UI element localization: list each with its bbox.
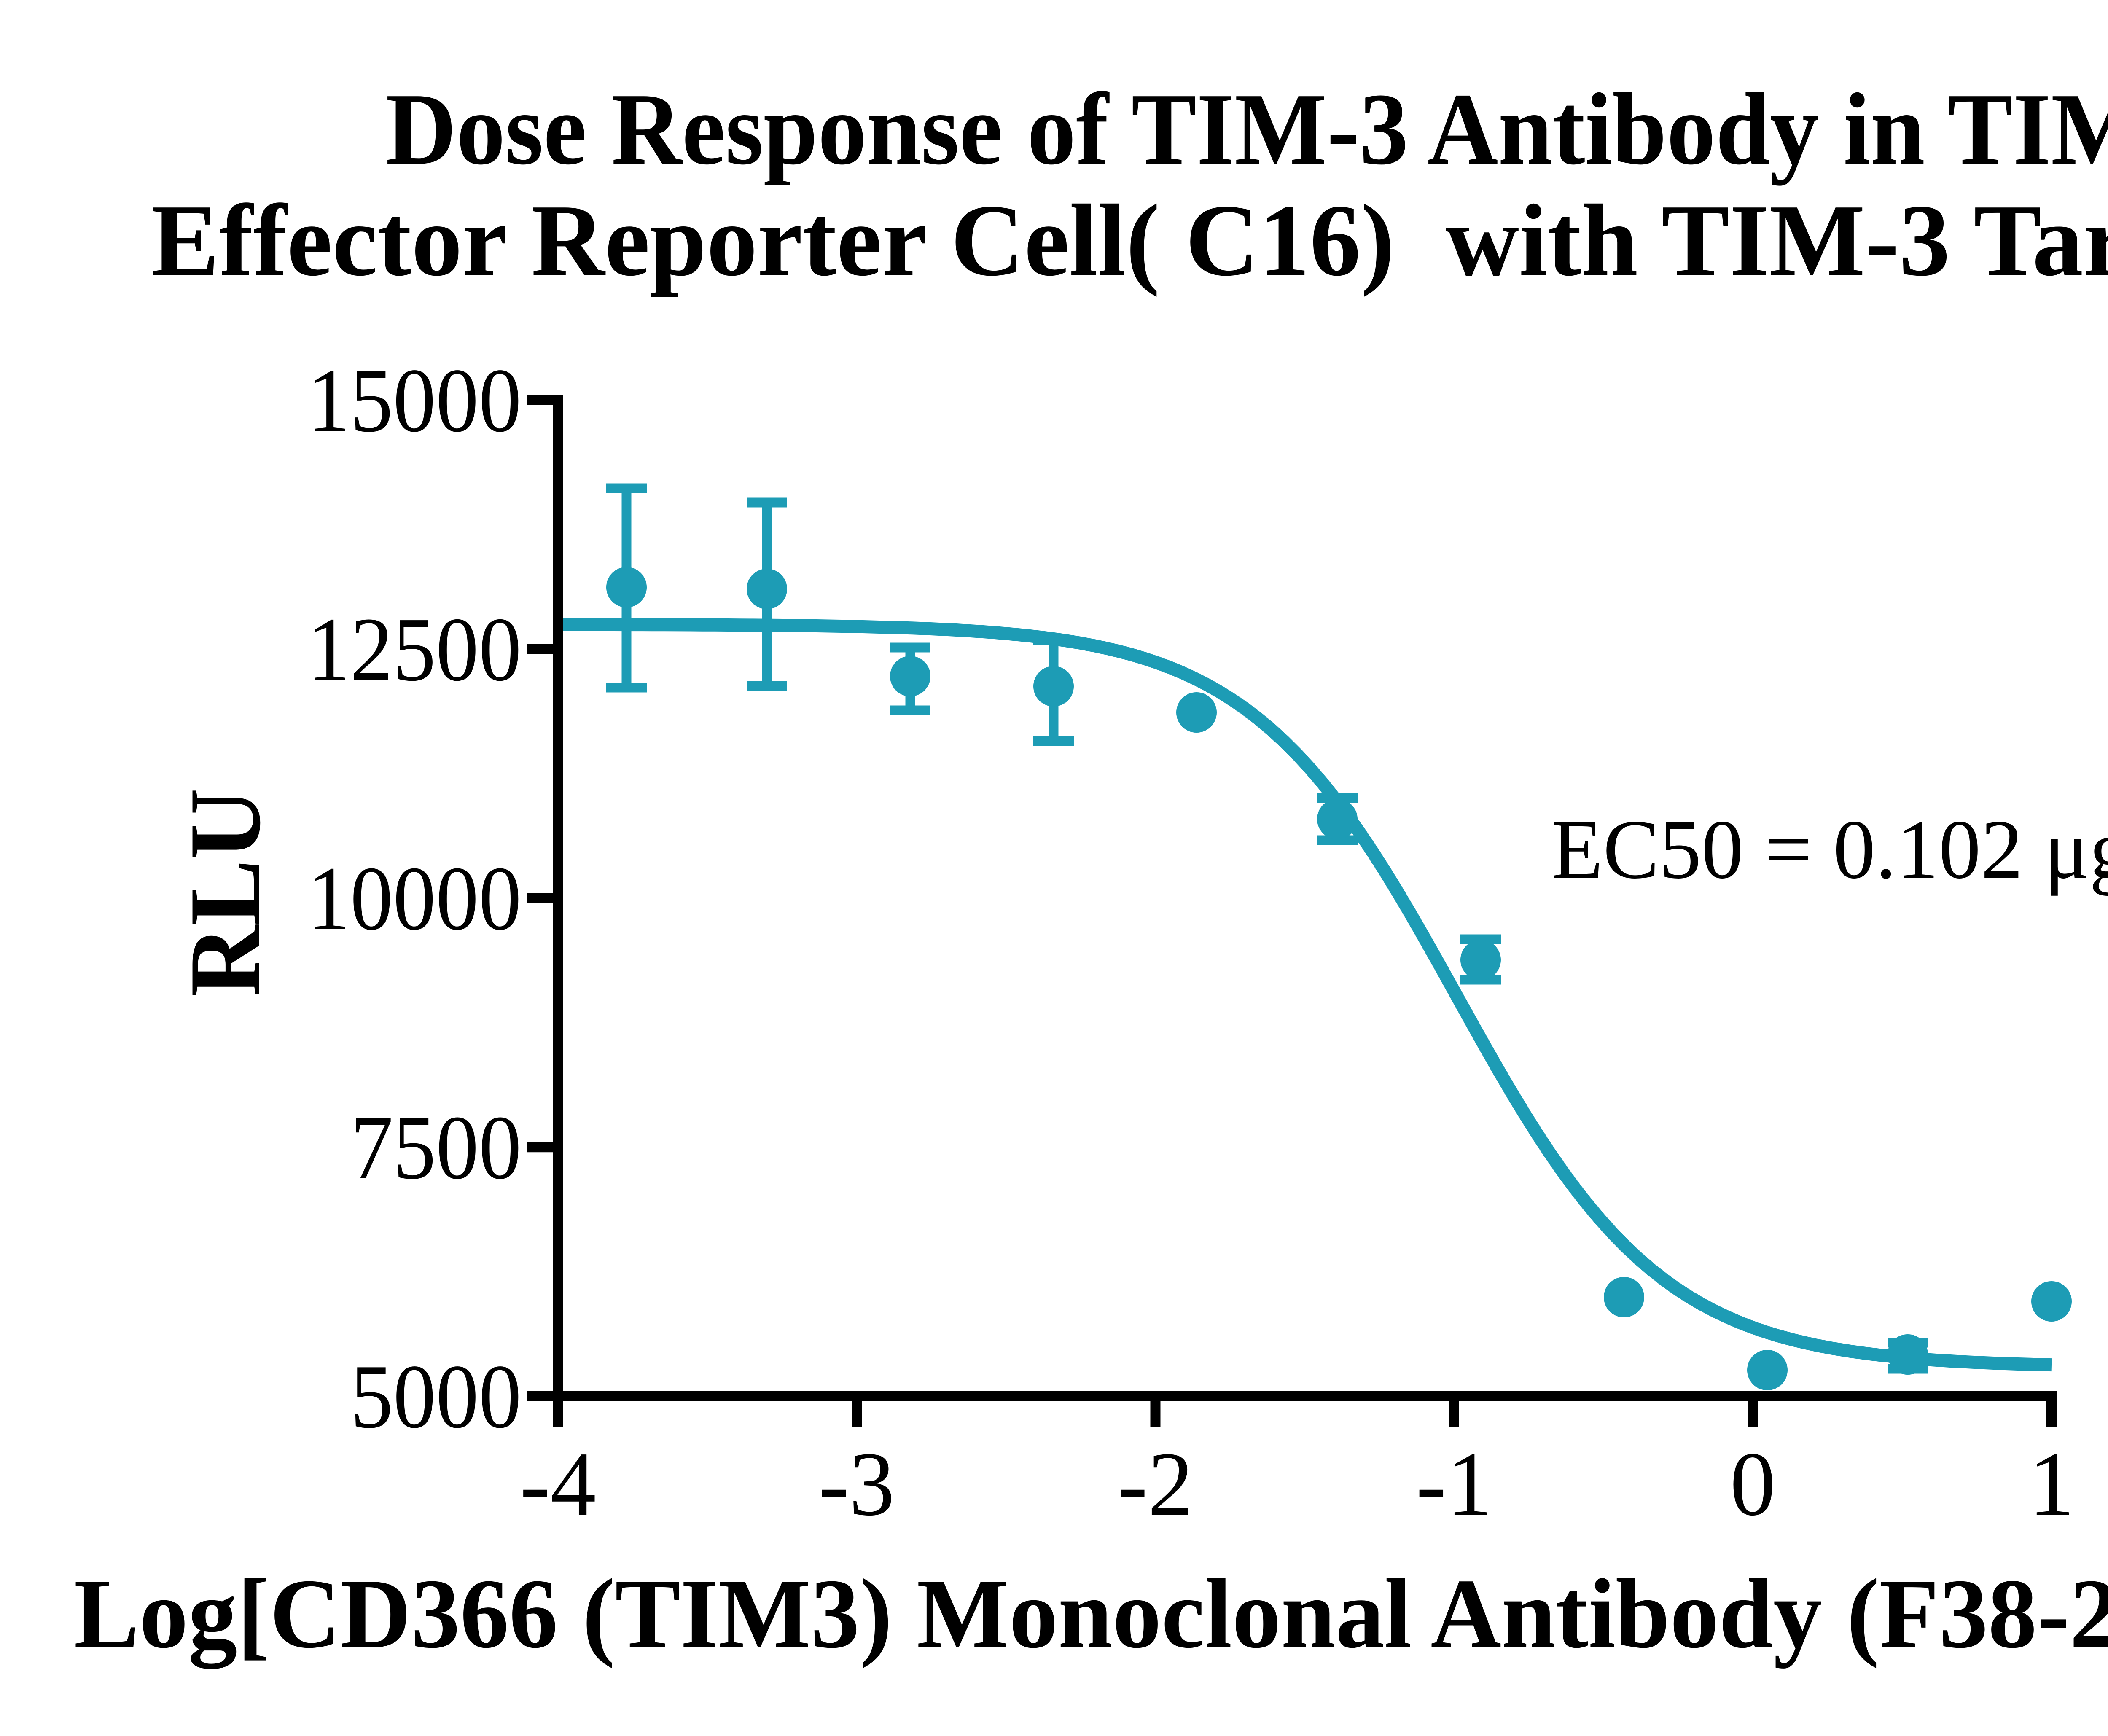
svg-text:5000: 5000 [350, 1346, 522, 1447]
svg-text:-1: -1 [1416, 1433, 1492, 1534]
svg-text:Dose Response of TIM-3 Antibod: Dose Response of TIM-3 Antibody in TIM-3 [386, 72, 2108, 186]
svg-text:Log[CD366 (TIM3) Monoclonal An: Log[CD366 (TIM3) Monoclonal Antibody (F3… [74, 1559, 2108, 1669]
svg-text:10000: 10000 [307, 848, 522, 949]
svg-text:RLU: RLU [169, 788, 282, 997]
svg-text:0: 0 [1730, 1433, 1776, 1534]
svg-text:1: 1 [2029, 1433, 2075, 1534]
svg-text:-3: -3 [819, 1433, 895, 1534]
svg-text:12500: 12500 [307, 599, 522, 700]
svg-text:-4: -4 [520, 1433, 596, 1534]
svg-text:Effector Reporter Cell( C16): Effector Reporter Cell( C16) with TIM-3 … [151, 183, 2108, 298]
svg-text:-2: -2 [1117, 1433, 1194, 1534]
svg-text:EC50 = 0.102 μg/ml: EC50 = 0.102 μg/ml [1551, 803, 2108, 896]
svg-text:15000: 15000 [307, 350, 522, 451]
svg-text:7500: 7500 [350, 1097, 522, 1198]
